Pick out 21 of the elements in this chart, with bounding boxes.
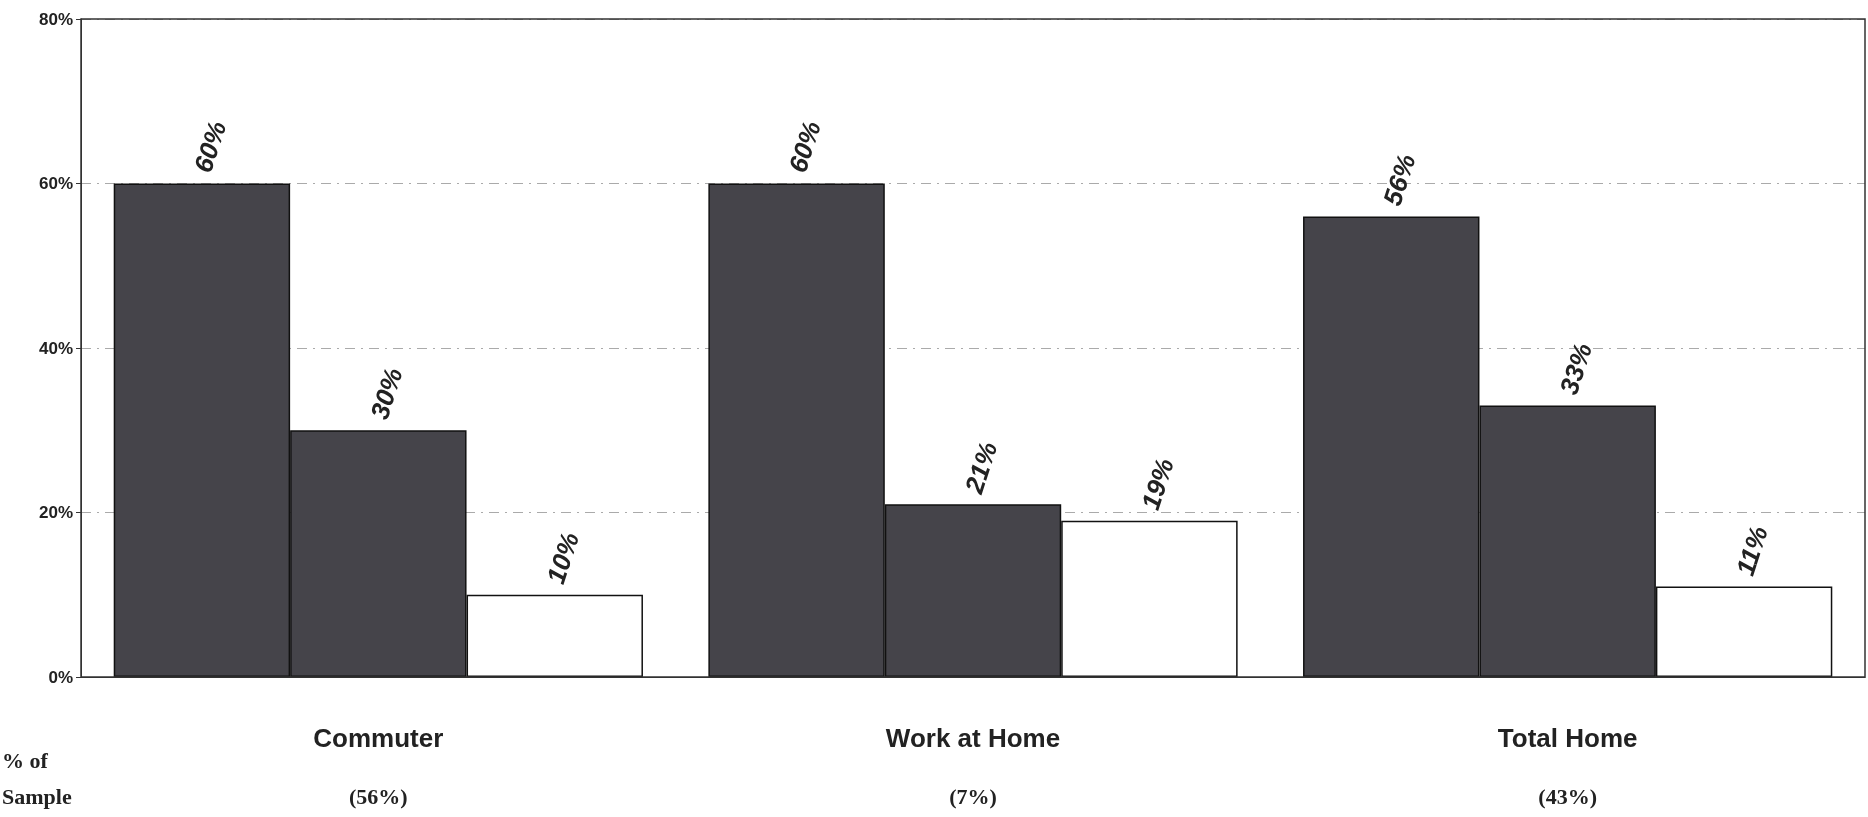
y-tick-label: 60% bbox=[38, 174, 73, 193]
data-label: 56% bbox=[1376, 150, 1422, 210]
text: (7%) bbox=[949, 783, 997, 809]
data-label: 21% bbox=[958, 438, 1004, 498]
y-tick-label: 40% bbox=[38, 338, 73, 358]
data-label: 11% bbox=[1729, 522, 1774, 580]
data-label: 19% bbox=[1135, 454, 1180, 514]
y-tick-label: 0% bbox=[48, 667, 73, 687]
text: (43%) bbox=[1538, 783, 1597, 809]
x-tick-label: Work at Home bbox=[885, 723, 1061, 753]
data-label: 30% bbox=[364, 364, 409, 423]
data-label: 33% bbox=[1553, 339, 1599, 399]
x-tick-label: Total Home bbox=[1497, 723, 1638, 753]
text: (56%) bbox=[349, 783, 408, 809]
data-label: 60% bbox=[782, 117, 827, 177]
x-tick-label: Commuter bbox=[313, 723, 444, 753]
y-tick-label: 20% bbox=[38, 503, 73, 522]
data-label: 10% bbox=[540, 528, 586, 588]
text: % of Sample bbox=[2, 747, 72, 809]
y-tick-label: 80% bbox=[38, 9, 73, 29]
data-label: 60% bbox=[187, 117, 233, 177]
